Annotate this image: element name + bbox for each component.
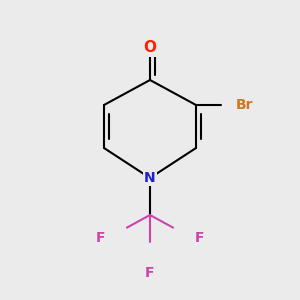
Text: F: F [95,231,105,245]
Text: O: O [143,40,157,56]
Text: F: F [195,231,205,245]
Text: Br: Br [236,98,254,112]
Text: N: N [144,171,156,185]
Text: F: F [145,266,155,280]
